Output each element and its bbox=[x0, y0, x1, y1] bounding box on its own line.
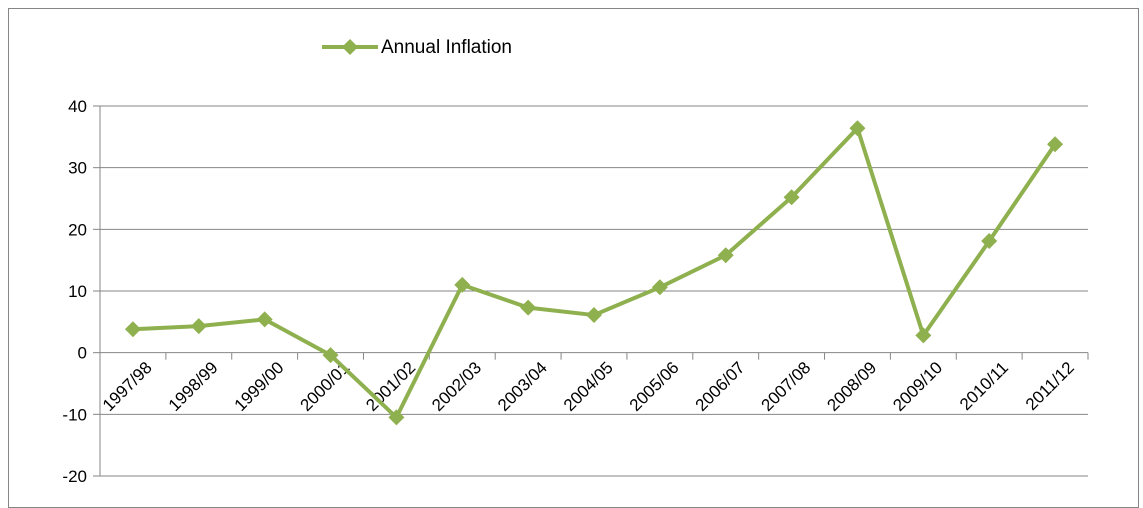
data-point-marker bbox=[388, 409, 405, 426]
chart-frame bbox=[8, 8, 1139, 508]
legend-label: Annual Inflation bbox=[381, 37, 512, 58]
data-point-marker bbox=[1047, 136, 1064, 153]
y-tick-label: -20 bbox=[62, 467, 87, 486]
data-point-marker bbox=[915, 327, 932, 344]
x-tick-label: 2008/09 bbox=[823, 358, 880, 415]
data-point-marker bbox=[256, 311, 273, 328]
data-point-marker bbox=[190, 318, 207, 335]
x-tick-label: 2007/08 bbox=[758, 358, 815, 415]
y-tick-label: 30 bbox=[68, 159, 87, 178]
x-tick-label: 2005/06 bbox=[626, 358, 683, 415]
x-tick-label: 2004/05 bbox=[560, 358, 617, 415]
data-point-marker bbox=[322, 347, 339, 364]
data-point-marker bbox=[454, 276, 471, 293]
x-tick-label: 2011/12 bbox=[1022, 358, 1078, 414]
x-tick-label: 1999/00 bbox=[231, 358, 288, 415]
data-point-marker bbox=[520, 299, 537, 316]
x-tick-label: 1997/98 bbox=[99, 358, 156, 415]
data-point-marker bbox=[981, 233, 998, 250]
x-axis: 1997/98 1998/99 1999/00 2000/01 2001/02 2002/… bbox=[99, 352, 1089, 415]
data-point-marker bbox=[124, 321, 141, 338]
data-point-marker bbox=[849, 120, 866, 137]
y-tick-label: 0 bbox=[78, 344, 87, 363]
x-tick-label: 2009/10 bbox=[889, 358, 946, 415]
legend-diamond-marker bbox=[342, 39, 358, 55]
x-tick-label: 1998/99 bbox=[165, 358, 222, 415]
legend: Annual Inflation bbox=[322, 37, 512, 58]
x-tick-label: 2002/03 bbox=[428, 358, 485, 415]
y-axis-ticks: 40 30 20 10 0 -10 -20 bbox=[62, 97, 87, 486]
data-point-marker bbox=[586, 307, 602, 324]
y-tick-label: -10 bbox=[62, 405, 87, 424]
data-point-marker bbox=[717, 247, 734, 264]
x-tick-label: 2003/04 bbox=[494, 358, 551, 415]
gridlines bbox=[93, 105, 1088, 477]
y-tick-label: 20 bbox=[68, 220, 87, 239]
data-point-marker bbox=[783, 189, 800, 206]
x-tick-label: 2006/07 bbox=[692, 358, 749, 415]
y-tick-label: 40 bbox=[68, 97, 87, 116]
series-layer bbox=[124, 120, 1064, 426]
data-point-marker bbox=[651, 279, 668, 296]
y-tick-label: 10 bbox=[68, 282, 87, 301]
x-tick-label: 2010/11 bbox=[956, 358, 1012, 414]
